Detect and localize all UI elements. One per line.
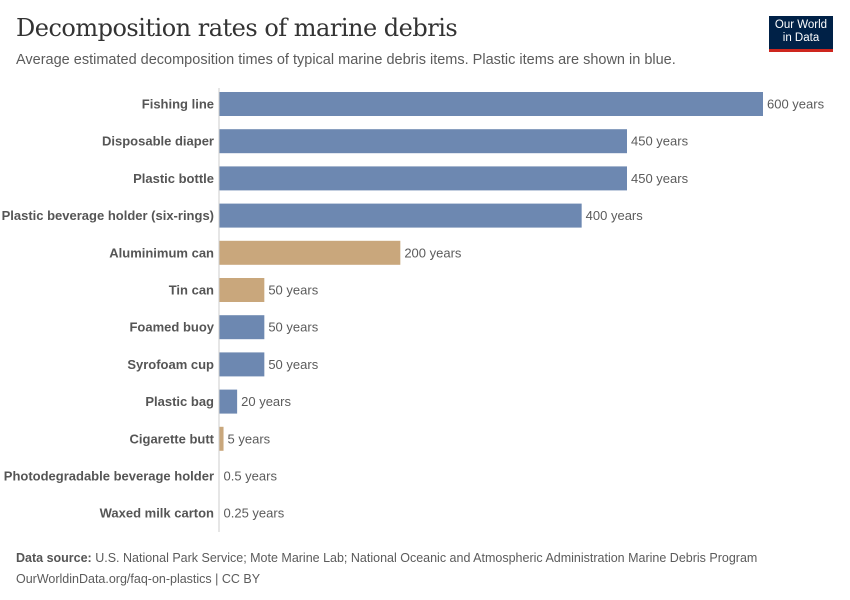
category-label: Photodegradable beverage holder xyxy=(4,469,214,484)
category-label: Cigarette butt xyxy=(130,431,215,446)
bar xyxy=(219,278,265,302)
category-label: Syrofoam cup xyxy=(127,357,214,372)
owid-logo[interactable]: Our World in Data xyxy=(769,16,833,52)
bar xyxy=(219,166,627,191)
category-label: Plastic beverage holder (six-rings) xyxy=(2,208,214,223)
bar xyxy=(219,129,627,154)
bar xyxy=(219,426,224,451)
credit-link[interactable]: OurWorldinData.org/faq-on-plastics | CC … xyxy=(16,572,261,586)
category-label: Fishing line xyxy=(142,97,214,112)
category-label: Disposable diaper xyxy=(102,134,214,149)
category-label: Waxed milk carton xyxy=(100,506,214,521)
chart-subtitle: Average estimated decomposition times of… xyxy=(16,52,676,68)
category-label: Tin can xyxy=(169,283,214,298)
value-label: 5 years xyxy=(228,431,271,446)
bar xyxy=(219,315,265,340)
source-text: U.S. National Park Service; Mote Marine … xyxy=(95,551,758,565)
bar xyxy=(219,92,763,116)
value-label: 600 years xyxy=(767,97,825,112)
value-label: 20 years xyxy=(241,394,291,409)
footer: Data source: U.S. National Park Service;… xyxy=(16,548,757,590)
source-label: Data source: xyxy=(16,551,92,565)
value-label: 50 years xyxy=(268,357,318,372)
bar xyxy=(219,352,265,377)
logo-line2: in Data xyxy=(782,32,820,44)
category-label: Aluminimum can xyxy=(109,245,214,260)
value-label: 450 years xyxy=(631,171,689,186)
logo-line1: Our World xyxy=(774,19,828,31)
value-label: 400 years xyxy=(586,208,644,223)
value-label: 0.5 years xyxy=(224,469,278,484)
value-label: 50 years xyxy=(268,320,318,335)
category-label: Plastic bag xyxy=(145,394,214,409)
data-source: Data source: U.S. National Park Service;… xyxy=(16,548,757,569)
value-label: 0.25 years xyxy=(224,506,285,521)
value-label: 450 years xyxy=(631,134,689,149)
bar xyxy=(219,203,582,228)
category-label: Plastic bottle xyxy=(133,171,214,186)
bar xyxy=(219,240,401,265)
bar-chart: Fishing line 600 years Disposable diaper 45… xyxy=(2,88,825,532)
category-label: Foamed buoy xyxy=(129,320,214,335)
value-label: 200 years xyxy=(404,245,462,260)
bar xyxy=(219,389,238,414)
chart-title: Decomposition rates of marine debris xyxy=(16,14,458,42)
value-label: 50 years xyxy=(268,283,318,298)
